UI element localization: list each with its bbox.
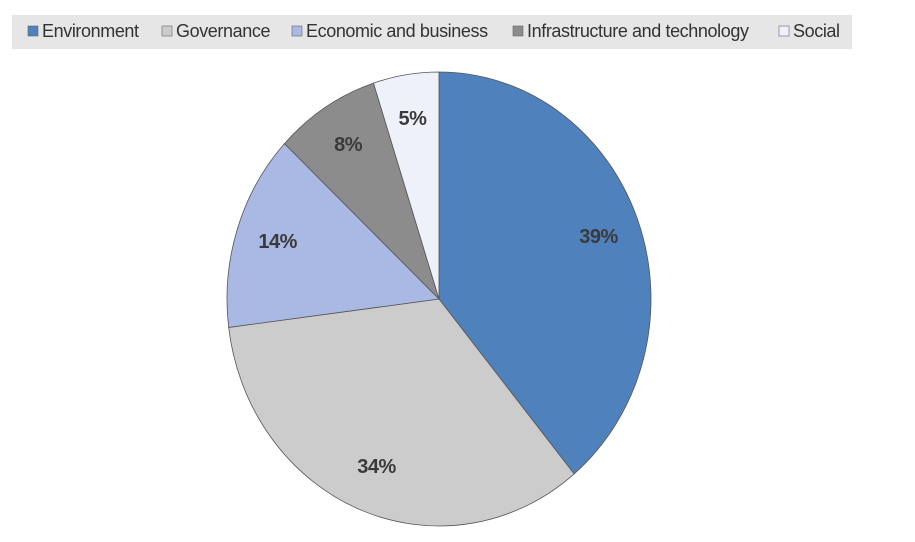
legend-label: Infrastructure and technology — [527, 21, 749, 41]
pie-slice — [372, 71, 440, 300]
legend-marker — [27, 25, 39, 37]
data-label: 39% — [579, 226, 618, 248]
legend-marker — [778, 25, 790, 37]
data-label: 5% — [399, 108, 428, 130]
data-label: 14% — [258, 231, 297, 253]
pie-slice — [438, 71, 652, 475]
legend-label: Economic and business — [306, 21, 488, 41]
legend-label: Governance — [176, 21, 270, 41]
pie-slice — [283, 82, 440, 300]
pie-slice — [226, 143, 440, 328]
legend-marker — [291, 25, 303, 37]
legend-label: Social — [793, 21, 840, 41]
data-label: 8% — [334, 134, 363, 156]
legend-label: Environment — [42, 21, 139, 41]
legend-box — [12, 15, 852, 49]
pie-slice — [228, 298, 575, 527]
legend-marker — [512, 25, 524, 37]
pie — [226, 71, 652, 527]
data-label: 34% — [357, 456, 396, 478]
legend-marker — [161, 25, 173, 37]
